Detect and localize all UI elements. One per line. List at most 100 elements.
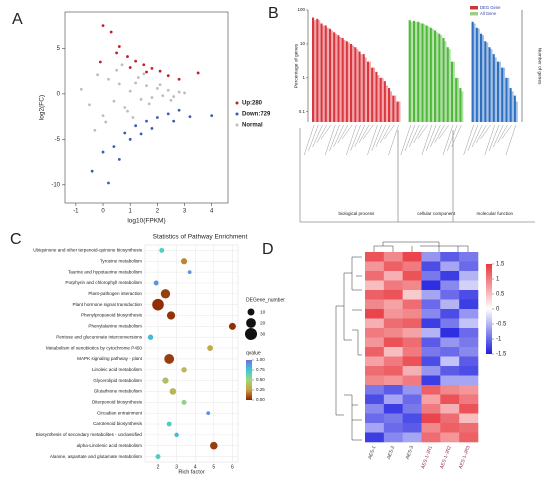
y-tick-label: Circadian entrainment — [97, 410, 143, 415]
bar — [459, 88, 462, 122]
heat-cell — [383, 318, 403, 329]
bar — [496, 61, 499, 122]
bar-all — [313, 20, 317, 123]
chart-title: Statistics of Pathway Enrichment — [153, 234, 248, 241]
heat-cell — [383, 432, 403, 443]
heat-cell — [402, 366, 422, 376]
heat-cell — [440, 328, 460, 338]
heat-cell — [402, 356, 422, 367]
point — [166, 112, 170, 116]
bar — [328, 28, 331, 123]
panel-label: B — [268, 5, 279, 22]
bar-all — [448, 49, 451, 122]
heat-cell — [440, 271, 460, 281]
bubble — [164, 354, 175, 364]
point — [101, 150, 105, 154]
heat-cell — [421, 337, 441, 348]
bar — [505, 77, 508, 122]
x-label-stub — [488, 124, 500, 152]
y-tick-label: Phenylpropanoid biosynthesis — [81, 313, 143, 318]
bar-all — [368, 61, 371, 122]
x-label-stub — [354, 124, 366, 148]
legend-swatch — [470, 6, 478, 10]
bubble — [228, 322, 236, 330]
bar-all — [385, 85, 388, 122]
bar — [341, 37, 344, 122]
panel-label: A — [12, 11, 23, 28]
heat-cell — [459, 252, 479, 262]
y-tick-label: Linoleic acid metabolism — [92, 367, 142, 372]
y-tick-label: Tyrosine metabolism — [100, 258, 142, 263]
bar — [316, 18, 319, 123]
point — [169, 98, 173, 102]
heat-cell — [365, 413, 385, 424]
heat-cell — [402, 404, 422, 414]
heat-cell — [383, 394, 403, 405]
x-label-stub — [425, 124, 437, 152]
x-label-stub — [358, 124, 370, 144]
column-label: AES-1 — [367, 445, 377, 460]
bar-all — [356, 49, 359, 122]
heat-cell — [421, 280, 441, 291]
x-label-stub — [400, 124, 412, 156]
x-label-stub — [497, 124, 508, 144]
heat-cell — [440, 375, 460, 386]
point — [131, 116, 135, 119]
heat-cell — [440, 356, 460, 367]
x-label-stub — [308, 124, 319, 152]
heat-cell — [459, 347, 479, 357]
bar — [509, 88, 512, 122]
group-label: cellular component — [417, 211, 456, 216]
bubble — [187, 270, 192, 275]
y-tick-label: Plant-pathogen interaction — [88, 291, 142, 296]
point — [150, 66, 154, 70]
bubble — [210, 441, 218, 450]
point — [134, 124, 138, 128]
bar — [354, 47, 357, 123]
bar-all — [414, 21, 417, 123]
x-label-stub — [324, 124, 336, 156]
point — [128, 137, 132, 141]
point — [115, 68, 119, 72]
heat-cell — [402, 309, 422, 319]
heat-cell — [440, 318, 460, 329]
colorbar-label: -1 — [496, 337, 502, 343]
heat-cell — [421, 432, 441, 443]
point — [150, 96, 154, 99]
bar-all — [360, 54, 363, 122]
bubble — [147, 334, 154, 340]
heat-cell — [459, 318, 479, 329]
heat-cell — [383, 385, 403, 395]
point — [155, 116, 159, 119]
heat-cell — [365, 423, 385, 433]
heat-cell — [421, 252, 441, 262]
point — [112, 99, 116, 103]
bubble — [169, 388, 177, 395]
bubble — [207, 345, 214, 351]
point — [134, 81, 138, 85]
point — [123, 106, 127, 109]
heat-cell — [402, 290, 422, 300]
point — [117, 45, 121, 48]
point — [120, 63, 124, 67]
x-label-stub — [413, 124, 424, 144]
point — [134, 59, 138, 63]
heat-cell — [383, 356, 403, 367]
point — [188, 115, 192, 118]
y-tick-label: 0 — [57, 91, 61, 97]
point — [126, 109, 129, 113]
heat-cell — [421, 356, 441, 367]
point — [115, 51, 119, 55]
bubble — [180, 258, 188, 265]
bar — [345, 41, 348, 122]
x-label-stub — [463, 124, 474, 156]
x-label-stub — [367, 124, 378, 156]
heat-cell — [459, 261, 479, 272]
point — [158, 69, 162, 73]
bar-all — [481, 35, 485, 122]
y-tick-label: Metabolism of xenobiotics by cytochrome … — [46, 345, 142, 350]
x-tick-label: -1 — [73, 209, 79, 215]
bar-all — [477, 28, 480, 123]
column-label: AES-1-JR3 — [458, 445, 472, 470]
bar-all — [335, 33, 338, 122]
